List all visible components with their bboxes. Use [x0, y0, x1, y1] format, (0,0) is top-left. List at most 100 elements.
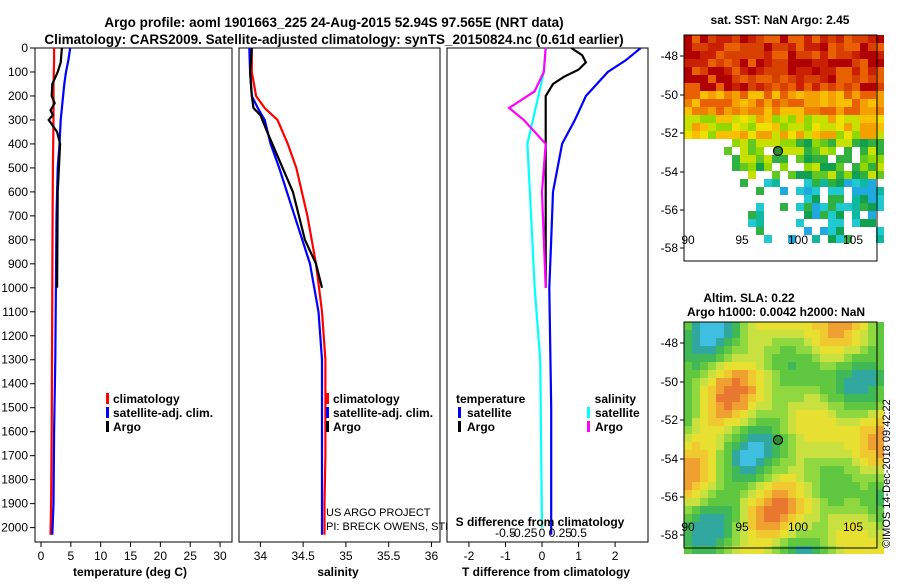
sst-cell — [836, 59, 844, 67]
sla-cell — [692, 458, 700, 466]
sla-cell — [876, 402, 884, 410]
sla-cell — [820, 402, 828, 410]
sla-cell — [732, 370, 740, 378]
sst-cell — [820, 51, 828, 59]
sla-cell — [748, 506, 756, 514]
sst-cell — [796, 123, 804, 131]
sst-cell — [860, 35, 868, 43]
sla-cell — [868, 330, 876, 338]
sst-cell — [796, 35, 804, 43]
sla-cell — [780, 370, 788, 378]
sla-cell — [716, 394, 724, 402]
difference-legend-temperature: temperature satellite Argo — [456, 392, 526, 434]
sst-cell — [828, 35, 836, 43]
sla-cell — [812, 490, 820, 498]
sla-cell — [788, 506, 796, 514]
sst-cell — [868, 59, 876, 67]
sst-cell — [804, 203, 812, 211]
sst-cell — [852, 107, 860, 115]
sla-cell — [836, 506, 844, 514]
sla-cell — [780, 538, 788, 546]
sst-cell — [804, 59, 812, 67]
sst-cell — [724, 123, 732, 131]
sla-cell — [740, 498, 748, 506]
sst-cell — [844, 115, 852, 123]
sla-cell — [868, 394, 876, 402]
sla-cell — [732, 498, 740, 506]
sla-cell — [732, 538, 740, 546]
sst-cell — [836, 155, 844, 163]
sla-cell — [836, 530, 844, 538]
sst-cell — [820, 115, 828, 123]
sst-cell — [748, 35, 756, 43]
sla-cell — [684, 482, 692, 490]
sla-cell — [796, 498, 804, 506]
sla-cell — [756, 394, 764, 402]
sla-cell — [820, 530, 828, 538]
sla-cell — [748, 466, 756, 474]
sla-cell — [844, 514, 852, 522]
sst-cell — [708, 67, 716, 75]
sla-cell — [804, 386, 812, 394]
sla-cell — [692, 426, 700, 434]
sla-cell — [716, 434, 724, 442]
sla-cell — [788, 338, 796, 346]
sla-cell — [876, 530, 884, 538]
sla-cell — [748, 346, 756, 354]
sla-cell — [836, 546, 844, 554]
sla-cell — [844, 498, 852, 506]
sla-cell — [756, 322, 764, 330]
sla-cell — [756, 538, 764, 546]
sst-cell — [812, 163, 820, 171]
sla-cell — [732, 530, 740, 538]
sla-cell — [756, 498, 764, 506]
sla-cell — [868, 482, 876, 490]
sla-cell — [772, 538, 780, 546]
sst-cell — [756, 91, 764, 99]
sst-cell — [844, 139, 852, 147]
sla-cell — [788, 370, 796, 378]
sla-cell — [852, 402, 860, 410]
sst-cell — [764, 51, 772, 59]
sla-cell — [796, 410, 804, 418]
salinity-plot-frame — [238, 47, 441, 543]
sla-cell — [804, 370, 812, 378]
sla-cell — [860, 386, 868, 394]
sst-cell — [724, 131, 732, 139]
sst-cell — [756, 83, 764, 91]
sst-cell — [868, 123, 876, 131]
sla-cell — [788, 450, 796, 458]
sla-cell — [700, 458, 708, 466]
sst-cell — [772, 83, 780, 91]
sst-cell — [876, 235, 884, 243]
sst-cell — [764, 163, 772, 171]
sst-cell — [692, 115, 700, 123]
sla-cell — [716, 506, 724, 514]
sla-cell — [860, 354, 868, 362]
sla-cell — [796, 506, 804, 514]
sla-cell — [868, 506, 876, 514]
sst-cell — [708, 43, 716, 51]
sla-cell — [716, 546, 724, 554]
sst-cell — [852, 179, 860, 187]
sla-cell — [836, 514, 844, 522]
sla-cell — [772, 426, 780, 434]
sla-cell — [844, 546, 852, 554]
sst-cell — [876, 227, 884, 235]
sla-cell — [836, 338, 844, 346]
sla-cell — [740, 450, 748, 458]
series-line-argo — [47, 47, 63, 288]
sst-cell — [748, 131, 756, 139]
sst-cell — [804, 43, 812, 51]
sla-cell — [748, 458, 756, 466]
sla-cell — [868, 378, 876, 386]
salinity-xlabel: salinity — [317, 565, 359, 579]
sla-cell — [732, 490, 740, 498]
sla-cell — [820, 474, 828, 482]
sst-cell — [844, 179, 852, 187]
sla-cell — [764, 490, 772, 498]
sst-cell — [756, 155, 764, 163]
sla-cell — [876, 538, 884, 546]
sst-cell — [748, 75, 756, 83]
sla-cell — [876, 410, 884, 418]
